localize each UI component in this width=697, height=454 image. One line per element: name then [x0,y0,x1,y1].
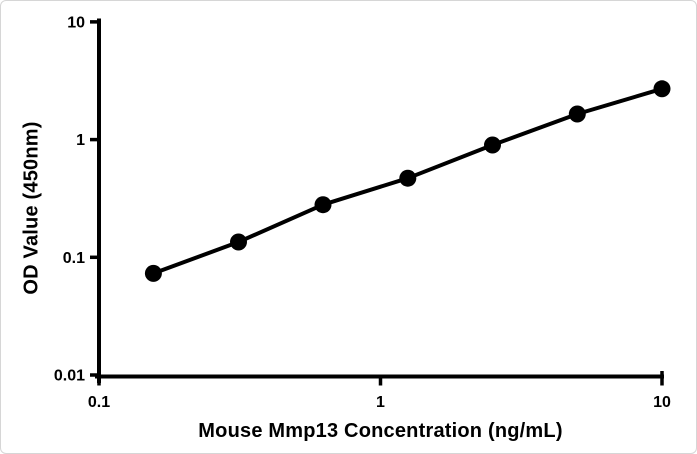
data-point-marker [484,136,501,154]
x-axis-tick-label: 0.1 [88,394,110,411]
x-axis-tick-label: 10 [653,394,671,411]
data-point-marker [314,196,332,214]
data-point-marker [230,233,247,251]
data-point-marker [653,80,671,98]
y-axis-title: OD Value (450nm) [20,121,43,295]
y-axis-tick-label: 0.1 [63,250,85,267]
data-point-marker [399,169,417,187]
x-axis-tick-label: 1 [376,394,385,411]
data-point-marker [568,105,586,123]
y-axis-tick-label: 10 [67,14,85,31]
y-axis-tick-label: 0.01 [54,368,85,385]
x-axis-title: Mouse Mmp13 Concentration (ng/mL) [198,420,563,442]
data-point-marker [144,264,162,282]
y-axis-tick-label: 1 [76,132,85,149]
